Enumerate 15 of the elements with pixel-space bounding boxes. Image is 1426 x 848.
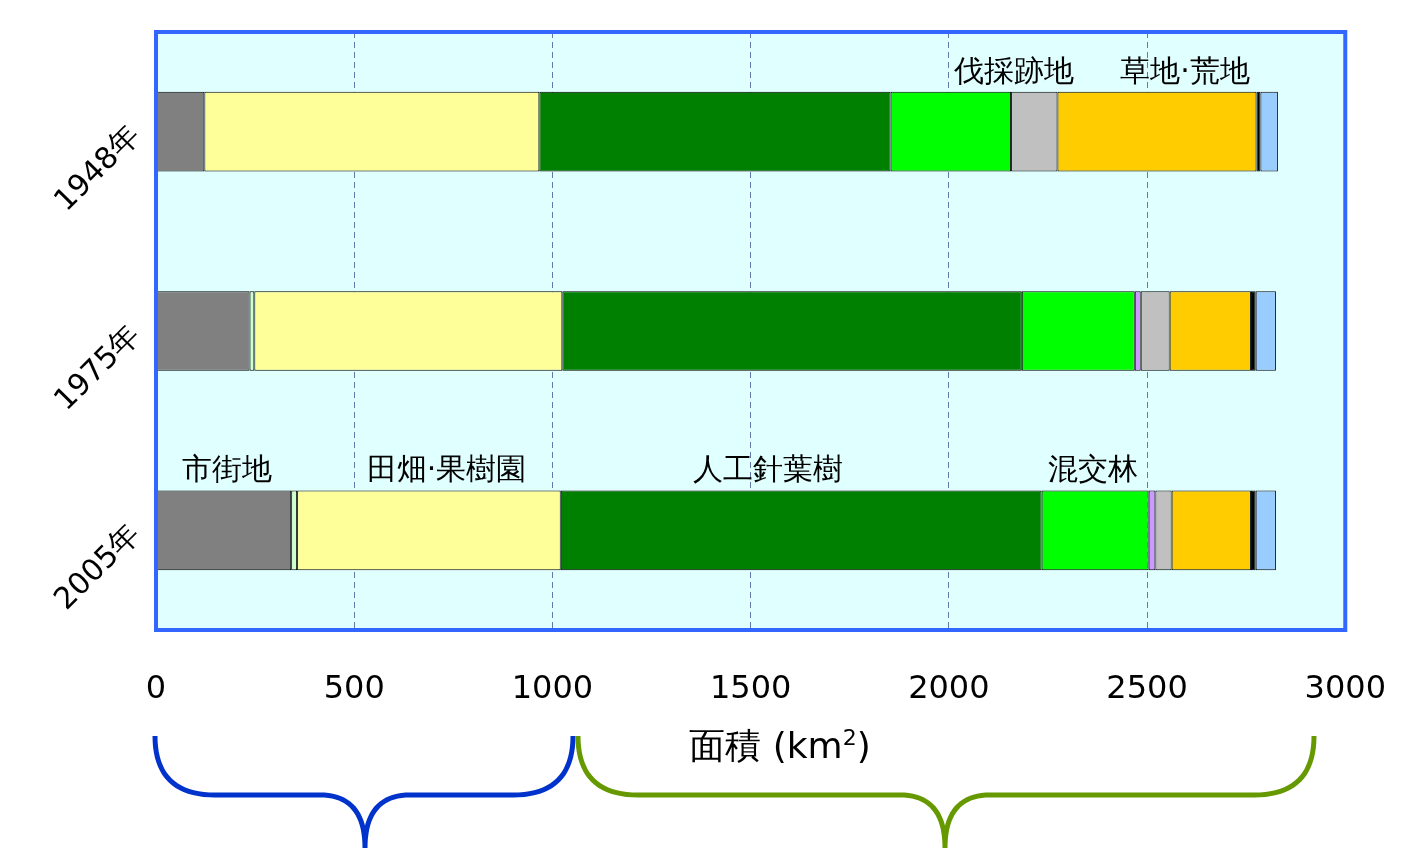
x-tick-label: 2000: [908, 667, 990, 706]
x-tick-label: 500: [323, 667, 385, 706]
annotation: 市街地: [182, 451, 273, 487]
x-tick-label: 1500: [709, 667, 792, 706]
annotation: 混交林: [1048, 451, 1139, 487]
x-tick-label: 3000: [1304, 667, 1386, 706]
annotation: 人工針葉樹: [692, 451, 843, 487]
annotation: 伐採跡地: [954, 52, 1075, 88]
x-tick-label: 0: [145, 667, 167, 706]
x-axis-title: 面積 (km$^{2}$): [688, 724, 872, 768]
annotation: 田畑·果樹園: [366, 451, 527, 487]
x-tick-label: 1000: [511, 667, 594, 706]
bar: [1250, 291, 1256, 371]
annotation: 草地·荒地: [1120, 52, 1250, 88]
x-tick-label: 2500: [1106, 667, 1188, 706]
